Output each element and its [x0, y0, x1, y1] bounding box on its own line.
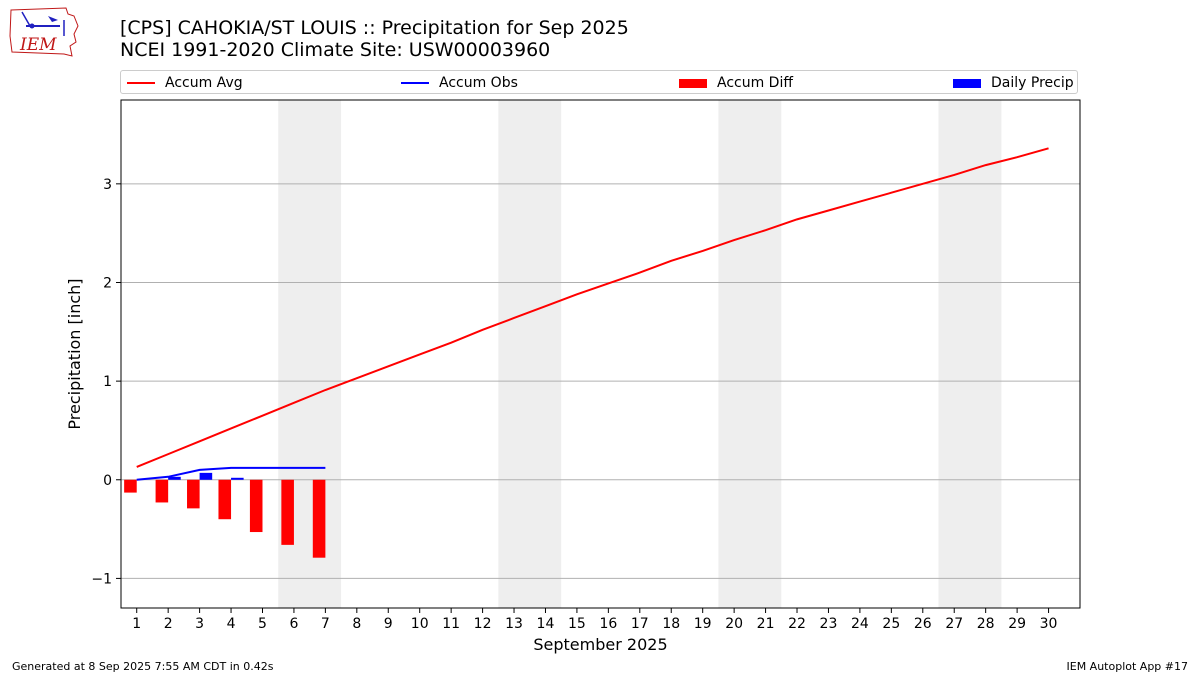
x-tick-label: 2	[164, 616, 173, 632]
x-tick-label: 4	[227, 616, 236, 632]
legend-swatch	[679, 78, 707, 88]
plot-frame	[120, 99, 1081, 609]
daily-precip-bar	[199, 472, 213, 480]
x-tick-label: 18	[662, 616, 680, 632]
accum-diff-bar	[187, 479, 200, 509]
x-tick-label: 5	[258, 616, 267, 632]
grid-lines	[121, 183, 1080, 579]
legend-item-accum-diff: Accum Diff	[679, 74, 793, 92]
y-tick-label: 0	[103, 473, 112, 489]
x-tick-label: 10	[411, 616, 429, 632]
daily-precip-bar	[231, 477, 244, 480]
legend-swatch	[401, 82, 429, 84]
legend-item-accum-obs: Accum Obs	[401, 74, 518, 92]
y-axis-label: Precipitation [inch]	[65, 278, 84, 429]
x-tick-label: 29	[1008, 616, 1026, 632]
weekend-band	[498, 100, 562, 608]
x-tick-label: 8	[352, 616, 361, 632]
x-tick-label: 17	[631, 616, 649, 632]
svg-text:IEM: IEM	[19, 35, 57, 55]
x-tick-label: 26	[914, 616, 932, 632]
x-tick-label: 27	[945, 616, 963, 632]
x-tick-label: 13	[505, 616, 523, 632]
x-tick-label: 16	[599, 616, 617, 632]
accum-diff-bar	[124, 479, 137, 493]
y-tick-label: 3	[103, 177, 112, 193]
x-tick-label: 23	[820, 616, 838, 632]
y-tick-label: −1	[91, 571, 112, 587]
legend-label: Daily Precip	[991, 75, 1074, 91]
legend-label: Accum Obs	[439, 75, 518, 91]
x-tick-label: 21	[757, 616, 775, 632]
weekend-band	[938, 100, 1002, 608]
accum-diff-bar	[312, 479, 326, 558]
x-axis-label: September 2025	[533, 635, 667, 654]
weekend-band	[718, 100, 782, 608]
legend-label: Accum Diff	[717, 75, 794, 91]
x-tick-label: 7	[321, 616, 330, 632]
x-tick-label: 11	[442, 616, 460, 632]
legend-swatch	[953, 78, 981, 88]
accum-diff-bar	[155, 479, 169, 503]
x-tick-label: 24	[851, 616, 869, 632]
x-tick-label: 30	[1040, 616, 1058, 632]
accum-diff-bar	[218, 479, 232, 520]
x-tick-label: 15	[568, 616, 586, 632]
footer-app: IEM Autoplot App #17	[1066, 660, 1189, 673]
x-tick-label: 19	[694, 616, 712, 632]
y-tick-label: 2	[103, 275, 112, 291]
x-tick-label: 20	[725, 616, 743, 632]
x-tick-label: 28	[977, 616, 995, 632]
x-tick-label: 12	[474, 616, 492, 632]
accum-obs-line	[136, 466, 326, 481]
x-tick-label: 1	[132, 616, 141, 632]
x-tick-label: 6	[289, 616, 298, 632]
legend-swatch	[127, 82, 155, 84]
legend: Accum Avg Accum Obs Accum Diff Daily Pre…	[120, 70, 1078, 94]
y-tick-label: 1	[103, 374, 112, 390]
accum-avg-line	[136, 147, 1049, 468]
legend-item-daily-precip: Daily Precip	[953, 74, 1074, 92]
accum-diff-bar	[249, 479, 263, 533]
x-tick-label: 9	[384, 616, 393, 632]
series-lines	[136, 147, 1049, 481]
x-tick-label: 3	[195, 616, 204, 632]
chart-subtitle: NCEI 1991-2020 Climate Site: USW00003960	[120, 39, 551, 61]
weekend-shading	[278, 100, 1002, 608]
legend-item-accum-avg: Accum Avg	[127, 74, 243, 92]
footer-generated: Generated at 8 Sep 2025 7:55 AM CDT in 0…	[12, 660, 274, 673]
x-tick-label: 25	[882, 616, 900, 632]
x-tick-label: 22	[788, 616, 806, 632]
accum-diff-bar	[281, 479, 294, 545]
legend-label: Accum Avg	[165, 75, 243, 91]
x-tick-label: 14	[537, 616, 555, 632]
bars	[124, 472, 326, 558]
daily-precip-bar	[168, 476, 181, 480]
chart-title: [CPS] CAHOKIA/ST LOUIS :: Precipitation …	[120, 17, 629, 39]
iem-iowa-logo-icon: IEM	[9, 7, 79, 57]
